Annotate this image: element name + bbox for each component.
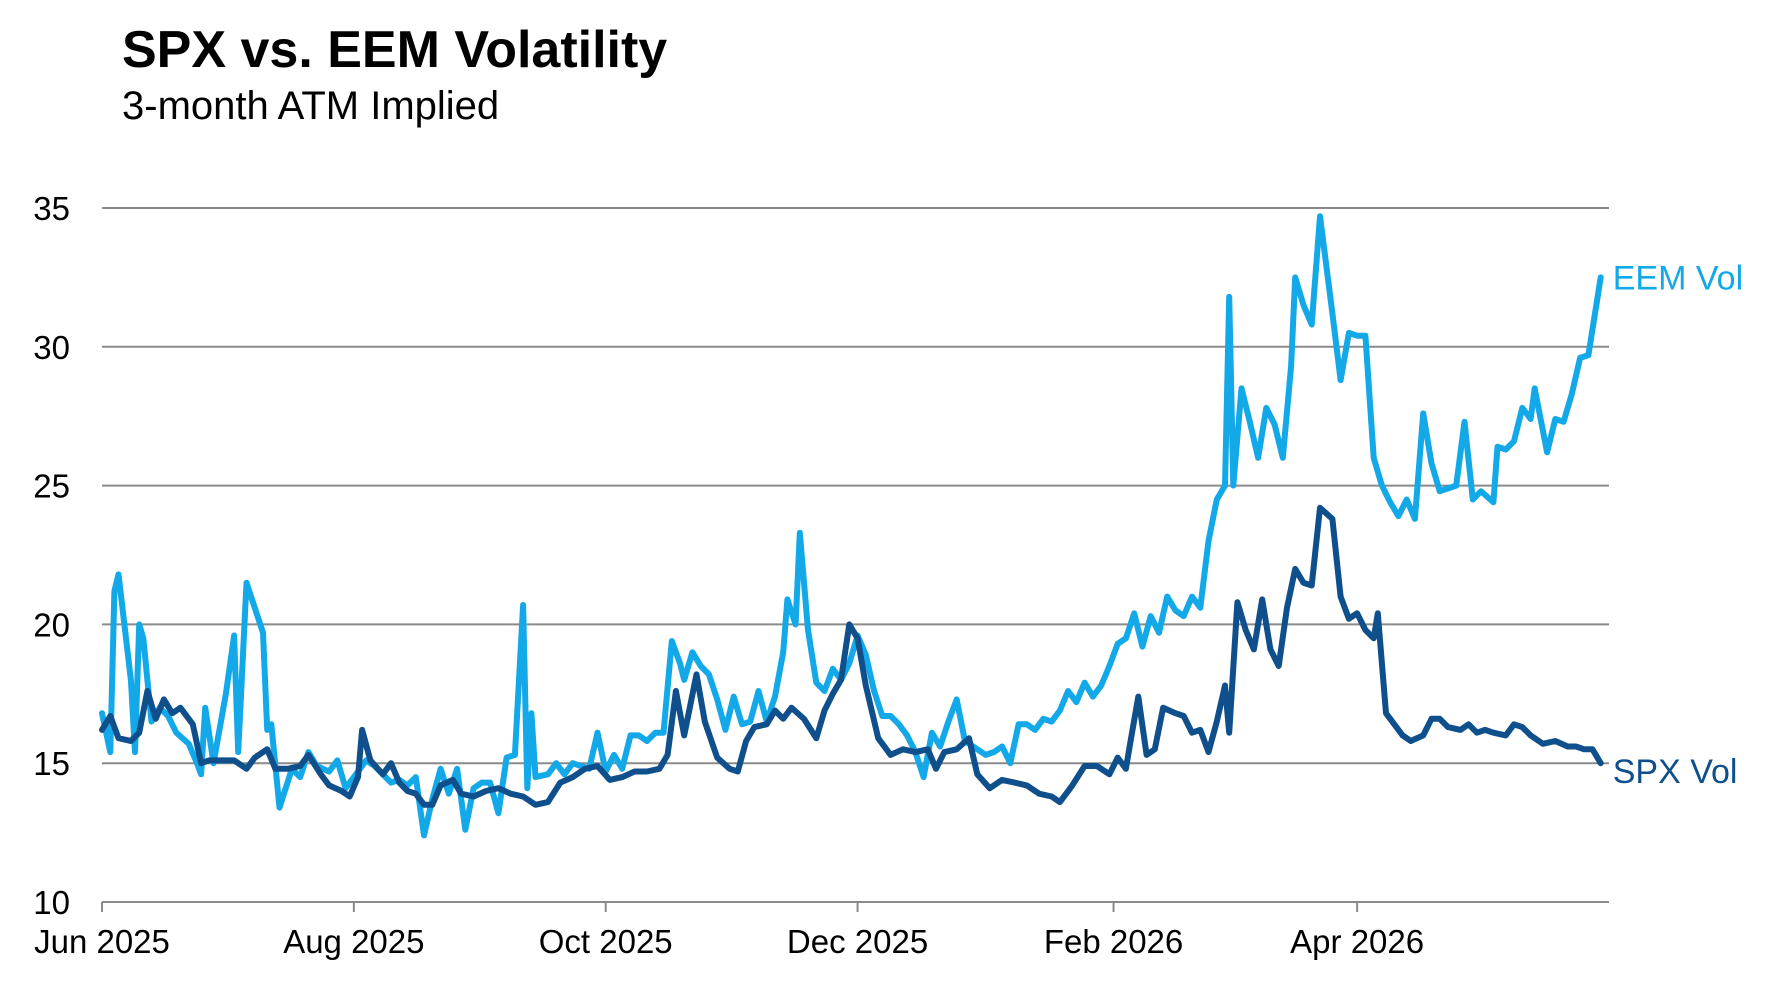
x-tick-label: Dec 2025	[787, 923, 928, 960]
series-line-spx-vol	[99, 504, 1604, 808]
series-labels: EEM Vol SPX Vol	[1613, 259, 1743, 791]
x-tick-label: Apr 2026	[1290, 923, 1424, 960]
x-tick-label: Aug 2025	[283, 923, 424, 960]
y-tick-label: 30	[33, 329, 70, 366]
series-lines	[99, 213, 1604, 839]
x-tick-label: Jun 2025	[34, 923, 170, 960]
y-tick-label: 20	[33, 606, 70, 643]
series-label-spx-vol: SPX Vol	[1613, 753, 1738, 791]
y-axis-ticks: 10 15 20 25 30 35	[33, 190, 70, 921]
y-tick-label: 35	[33, 190, 70, 227]
y-tick-label: 15	[33, 745, 70, 782]
x-tick-label: Feb 2026	[1044, 923, 1183, 960]
chart-title: SPX vs. EEM Volatility	[122, 21, 668, 79]
x-tick-label: Oct 2025	[539, 923, 673, 960]
chart-subtitle: 3-month ATM Implied	[122, 84, 500, 128]
series-line-eem-vol	[99, 213, 1604, 839]
x-axis: Jun 2025 Aug 2025 Oct 2025 Dec 2025 Feb 2026…	[34, 901, 1609, 960]
y-gridlines	[102, 207, 1609, 765]
series-label-eem-vol: EEM Vol	[1613, 259, 1743, 297]
y-tick-label: 25	[33, 468, 70, 505]
y-tick-label: 10	[33, 884, 70, 921]
